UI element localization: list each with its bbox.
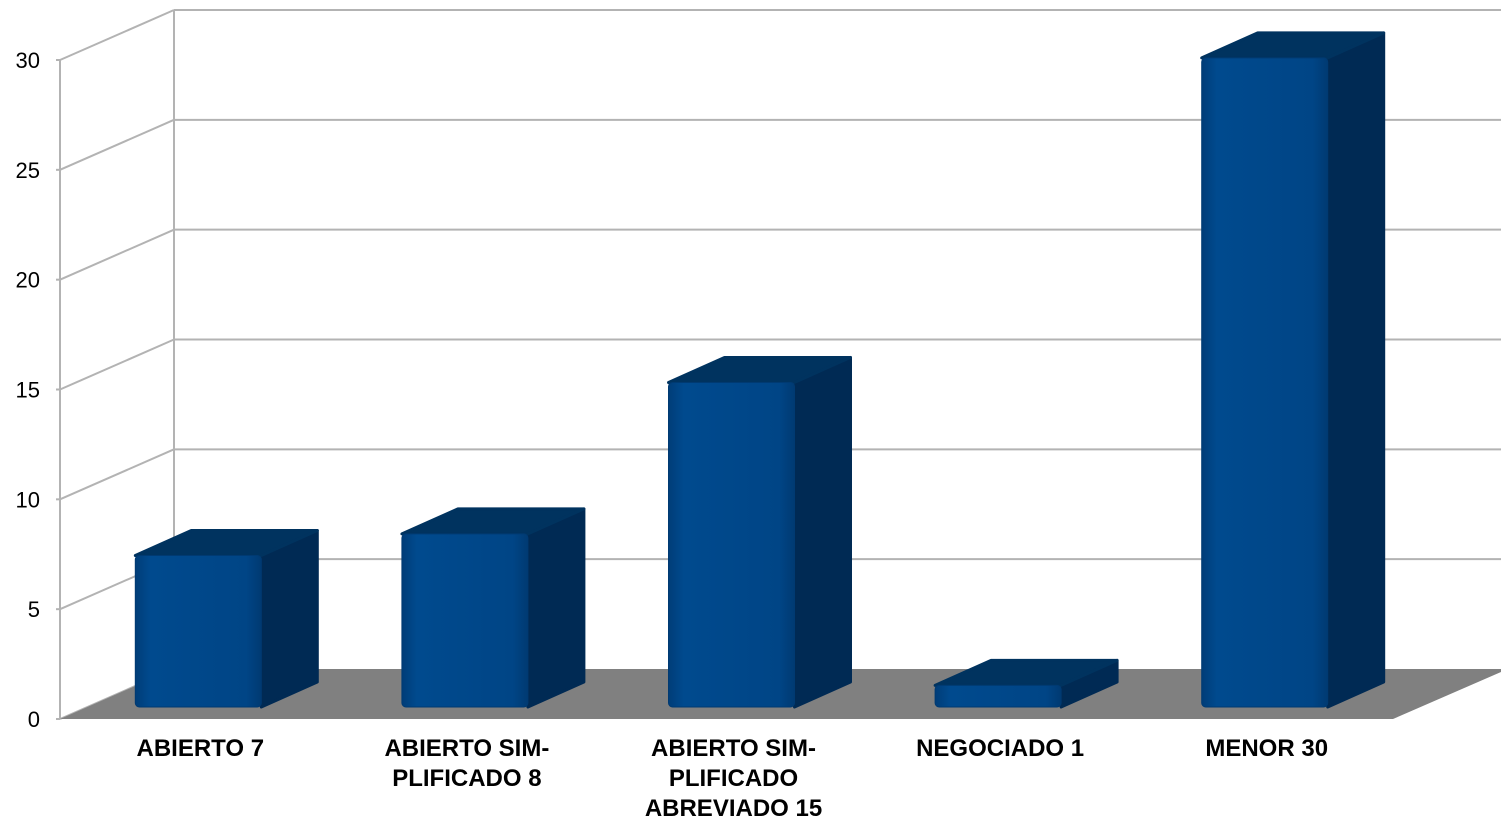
bar-side-face bbox=[1326, 31, 1386, 709]
x-category-label: ABIERTO SIM-PLIFICADO ABREVIADO 15 bbox=[645, 735, 822, 822]
x-axis-labels: ABIERTO 7 ABIERTO SIM-PLIFICADO 8 ABIERTO … bbox=[137, 735, 1329, 822]
x-category-label: ABIERTO SIM-PLIFICADO 8 bbox=[384, 735, 549, 792]
bar-1 bbox=[133, 529, 319, 709]
bar-front-face bbox=[668, 381, 795, 708]
y-tick-label: 0 bbox=[28, 707, 40, 732]
grid-diagonal bbox=[59, 228, 175, 281]
grid-diagonal bbox=[59, 338, 175, 391]
bar-side-face bbox=[526, 507, 586, 709]
bar-2 bbox=[400, 507, 586, 709]
x-category-label: MENOR 30 bbox=[1205, 735, 1328, 762]
y-tick-label: 20 bbox=[16, 268, 40, 293]
x-category-label: ABIERTO 7 bbox=[137, 735, 265, 762]
y-tick-label: 15 bbox=[16, 378, 40, 403]
y-tick-label: 5 bbox=[28, 597, 40, 622]
y-tick-label: 30 bbox=[16, 48, 40, 73]
x-category-label: NEGOCIADO 1 bbox=[916, 735, 1084, 762]
grid-diagonal bbox=[59, 9, 175, 61]
bar-front-face bbox=[934, 684, 1062, 708]
bar-front-face bbox=[1201, 57, 1329, 708]
bar-side-face bbox=[259, 529, 319, 709]
y-axis-ticks: 0 5 10 15 20 25 30 bbox=[16, 48, 60, 732]
bar-4 bbox=[933, 658, 1119, 709]
grid-diagonal bbox=[59, 448, 175, 501]
bars bbox=[133, 31, 1386, 709]
bar-3 bbox=[667, 355, 852, 709]
bar-side-face bbox=[793, 355, 852, 709]
y-tick-label: 10 bbox=[16, 487, 40, 512]
bar-front-face bbox=[401, 533, 529, 708]
grid-diagonal bbox=[59, 118, 175, 171]
bar-front-face bbox=[134, 555, 262, 708]
y-tick-label: 25 bbox=[16, 158, 40, 183]
bar-5 bbox=[1200, 31, 1386, 709]
